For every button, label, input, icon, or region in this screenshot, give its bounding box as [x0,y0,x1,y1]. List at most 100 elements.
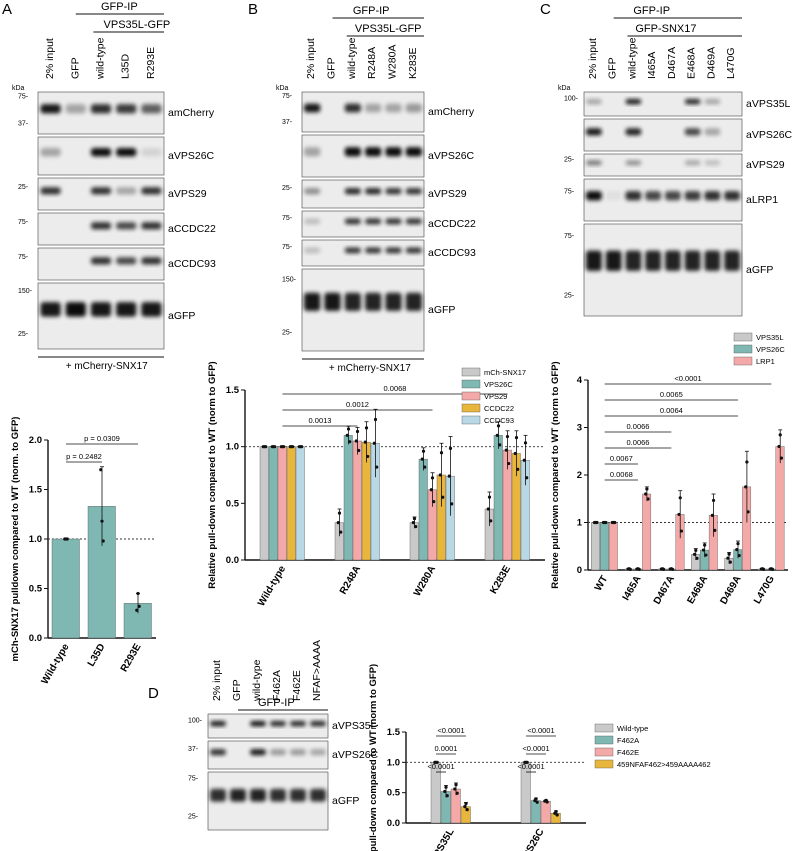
p-value-label: <0.0001 [522,744,549,753]
blot-band [116,187,137,195]
p-value-label: <0.0001 [437,726,464,735]
blot-band [230,788,246,802]
kda-label: kDa [276,85,289,92]
blot-band [365,247,382,254]
mw-marker: 75- [18,93,29,100]
y-tick-label: 0.5 [387,788,401,799]
mw-marker: 150- [18,288,33,295]
blot-membrane [207,740,329,770]
blot-strip: aGFP 150- 25- [282,268,455,352]
data-point [514,436,519,440]
lane-label: L35D [120,53,132,79]
data-point [264,445,268,449]
antibody-label: aGFP [332,795,359,807]
gfp-ip-header: GFP-IP [101,1,138,13]
data-point [735,547,739,552]
blot-band [385,292,402,311]
data-point [435,760,439,764]
mw-marker: 75- [282,244,293,251]
antibody-label: aVPS26C [746,129,793,141]
data-point [534,797,538,801]
y-tick-label: 2.0 [29,435,42,446]
data-point [337,511,342,515]
blot-strip: aGFP 75- 25- [188,771,359,831]
gfp-ip-header: GFP-IP [258,697,295,709]
blot-membrane [301,268,425,352]
lane-label: GFP [231,679,243,701]
blot-band [40,148,61,157]
blot-band [385,147,402,157]
antibody-label: aCCDC22 [168,223,216,235]
blot-band [605,191,622,201]
blot-band [141,222,162,230]
data-point [637,567,641,571]
lane-label: K283E [407,47,419,79]
data-point [644,492,648,496]
data-point [373,417,378,422]
blot-band [405,218,422,225]
legend-swatch [594,723,614,733]
blot-strip: aLRP1 75- [564,178,778,222]
blot-band [385,188,402,195]
lane-label: F462E [291,670,303,701]
blot-strip: aVPS35L 100- [564,91,791,117]
data-point [728,560,732,564]
blot-band [290,749,306,756]
lane-label: 2% input [305,38,317,79]
lane-label: wild-type [95,37,107,80]
bar [642,493,652,571]
antibody-label: aVPS29 [168,188,207,200]
blot-band [625,98,642,105]
data-point [366,454,370,459]
blot-band [704,191,721,201]
data-point [746,510,750,514]
data-point [421,449,426,453]
p-value-label: 0.0012 [346,400,369,409]
bar [51,538,80,639]
blot-band [310,720,326,727]
mw-marker: 75- [564,233,575,240]
lane-label: GFP [607,57,619,79]
blot-band [304,147,321,157]
blot-band [250,788,266,802]
data-point [414,524,418,529]
legend-label: VPS35L [756,333,784,342]
data-point [444,785,448,789]
data-point [357,448,361,453]
y-tick-label: 2 [577,470,582,481]
blot-band [116,148,137,157]
mw-marker: 100- [188,717,203,724]
legend-label: VPS29 [484,392,507,401]
blot-band [270,788,286,802]
bar [608,522,618,571]
blot-strip: aVPS26C [583,118,793,152]
data-point [429,488,433,492]
legend-swatch [733,332,753,342]
blot-membrane [583,153,743,177]
data-point [300,445,304,449]
data-point [777,444,781,449]
legend-swatch [594,735,614,745]
antibody-label: aVPS35L [746,98,791,110]
blot-band [344,147,361,157]
lane-label: 2% input [44,38,56,79]
data-point [282,445,286,449]
antibody-label: aVPS26C [168,150,215,162]
lane-label: F462A [271,670,283,701]
blot-band [90,148,112,157]
lane-label: wild-type [346,37,358,80]
data-point [703,543,707,547]
mw-marker: 75- [282,215,293,222]
panel-letter-c: C [540,1,551,18]
gfp-ip-header: GFP-IP [353,5,390,17]
blot-band [704,128,721,136]
x-tick-label: K283E [488,564,513,596]
blot-band [324,292,341,311]
x-tick-label: WT [593,574,610,593]
blot-strip: amCherry 75- 37- [282,91,475,133]
y-tick-label: 0.0 [387,818,400,829]
blot-band [250,720,266,727]
data-point [430,476,435,480]
antibody-label: aVPS35L [332,720,377,732]
data-point [432,500,436,504]
